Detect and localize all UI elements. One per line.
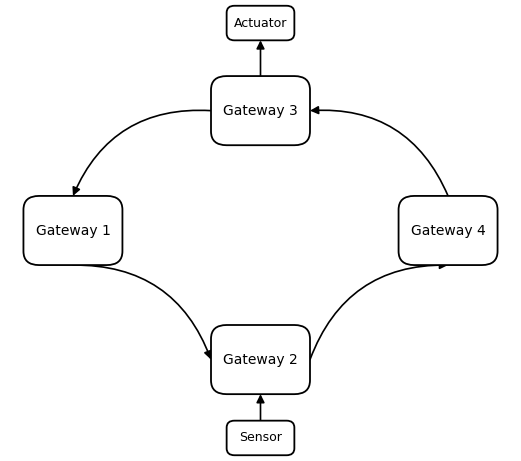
Text: Gateway 3: Gateway 3	[223, 104, 298, 118]
FancyBboxPatch shape	[23, 196, 122, 265]
Text: Gateway 2: Gateway 2	[223, 353, 298, 366]
Text: Sensor: Sensor	[239, 431, 282, 444]
FancyBboxPatch shape	[227, 420, 294, 455]
FancyBboxPatch shape	[227, 6, 294, 41]
FancyBboxPatch shape	[211, 325, 310, 394]
Text: Actuator: Actuator	[234, 17, 287, 30]
Text: Gateway 1: Gateway 1	[35, 224, 110, 237]
FancyBboxPatch shape	[211, 76, 310, 145]
Text: Gateway 4: Gateway 4	[411, 224, 486, 237]
FancyBboxPatch shape	[399, 196, 498, 265]
